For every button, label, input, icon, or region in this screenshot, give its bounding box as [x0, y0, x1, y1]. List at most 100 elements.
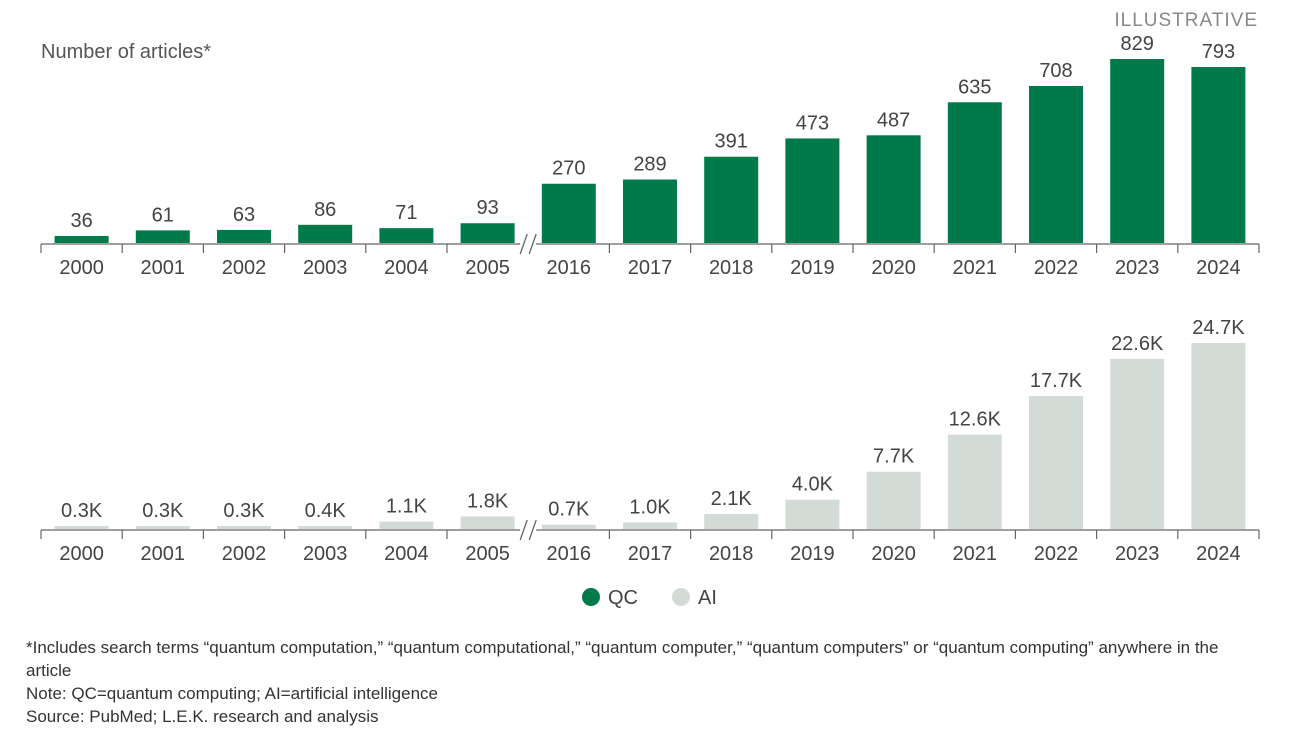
ai-x-tick-label-2003: 2003 [303, 543, 348, 565]
qc-bar-2016 [541, 183, 596, 243]
ai-x-tick-label-2024: 2024 [1196, 543, 1241, 565]
qc-x-tick-label-2000: 2000 [59, 257, 104, 279]
qc-value-label-2018: 391 [715, 131, 748, 153]
qc-bar-2002 [217, 229, 271, 243]
qc-value-label-2005: 93 [476, 197, 498, 219]
legend: QC AI [582, 587, 717, 609]
qc-bar-2021 [947, 102, 1002, 243]
footnote-source: Source: PubMed; L.E.K. research and anal… [26, 707, 379, 726]
ai-value-label-2024: 24.7K [1192, 317, 1245, 339]
ai-chart: 0.3K 2000 0.3K 2001 0.3K 2002 0.4K 2003 1.1K 2004… [40, 317, 1260, 565]
qc-value-label-2020: 487 [877, 109, 910, 131]
qc-bar-2000 [54, 235, 109, 243]
qc-x-tick-label-2001: 2001 [141, 257, 186, 279]
ai-x-tick-label-2005: 2005 [465, 543, 510, 565]
ai-value-label-2004: 1.1K [386, 496, 428, 518]
ai-bar-2004 [379, 521, 434, 529]
ai-bar-2016 [541, 524, 596, 529]
qc-x-tick-label-2003: 2003 [303, 257, 348, 279]
ai-bar-2005 [460, 516, 515, 529]
chart-area: ILLUSTRATIVE Number of articles* 36 2000 6… [40, 10, 1260, 609]
ai-x-tick-label-2000: 2000 [59, 543, 104, 565]
qc-bar-2022 [1029, 86, 1083, 243]
ai-axis-break [519, 518, 537, 542]
qc-value-label-2001: 61 [152, 204, 174, 226]
qc-value-label-2003: 86 [314, 199, 336, 221]
ai-value-label-2019: 4.0K [792, 474, 834, 496]
legend-label-qc: QC [608, 587, 638, 609]
ai-value-label-2022: 17.7K [1030, 370, 1083, 392]
ai-bar-2023 [1110, 358, 1165, 529]
ai-x-tick-label-2004: 2004 [384, 543, 429, 565]
ai-value-label-2021: 12.6K [949, 409, 1002, 431]
ai-bar-2001 [135, 526, 190, 529]
qc-bar-2023 [1110, 59, 1165, 243]
qc-axis-break [519, 232, 537, 256]
qc-x-tick-label-2004: 2004 [384, 257, 429, 279]
ai-value-label-2005: 1.8K [467, 490, 509, 512]
qc-x-tick-label-2022: 2022 [1034, 257, 1079, 279]
ai-bar-2002 [217, 526, 271, 529]
ai-x-tick-label-2017: 2017 [628, 543, 673, 565]
qc-x-tick-label-2017: 2017 [628, 257, 673, 279]
qc-value-label-2004: 71 [395, 202, 417, 224]
legend-swatch-ai [672, 588, 690, 606]
qc-value-label-2022: 708 [1039, 60, 1072, 82]
ai-x-tick-label-2016: 2016 [547, 543, 592, 565]
qc-x-tick-label-2023: 2023 [1115, 257, 1160, 279]
qc-bar-2018 [704, 156, 759, 243]
ai-x-tick-label-2018: 2018 [709, 543, 754, 565]
ai-x-tick-label-2021: 2021 [953, 543, 998, 565]
qc-bar-2020 [866, 135, 921, 243]
legend-swatch-qc [582, 588, 600, 606]
qc-bar-2019 [785, 138, 840, 243]
qc-bar-2017 [623, 179, 677, 243]
qc-value-label-2000: 36 [70, 210, 92, 232]
legend-item-ai: AI [672, 587, 717, 609]
ai-bar-2019 [785, 499, 840, 529]
qc-value-label-2017: 289 [633, 154, 666, 176]
qc-bar-2003 [298, 224, 353, 243]
ai-x-tick-label-2002: 2002 [222, 543, 267, 565]
qc-x-tick-label-2020: 2020 [871, 257, 916, 279]
legend-item-qc: QC [582, 587, 638, 609]
ai-bar-2018 [704, 514, 759, 529]
ai-x-tick-label-2001: 2001 [141, 543, 186, 565]
ai-bar-2000 [54, 526, 109, 529]
ai-value-label-2000: 0.3K [61, 500, 103, 522]
qc-x-tick-label-2021: 2021 [953, 257, 998, 279]
ai-value-label-2016: 0.7K [548, 499, 590, 521]
qc-value-label-2023: 829 [1121, 33, 1154, 55]
ai-bar-2020 [866, 471, 921, 529]
qc-value-label-2024: 793 [1202, 41, 1235, 63]
ai-x-tick-label-2023: 2023 [1115, 543, 1160, 565]
y-axis-label: Number of articles* [41, 41, 211, 63]
footnote-note: Note: QC=quantum computing; AI=artificia… [26, 684, 439, 703]
qc-value-label-2019: 473 [796, 112, 829, 134]
ai-bar-2022 [1029, 395, 1083, 529]
ai-bar-2003 [298, 526, 353, 529]
ai-value-label-2001: 0.3K [142, 500, 184, 522]
ai-x-tick-label-2020: 2020 [871, 543, 916, 565]
qc-x-tick-label-2018: 2018 [709, 257, 754, 279]
qc-x-tick-label-2024: 2024 [1196, 257, 1241, 279]
qc-bar-2004 [379, 228, 434, 243]
qc-x-tick-label-2005: 2005 [465, 257, 510, 279]
ai-bar-2021 [947, 434, 1002, 529]
qc-x-tick-label-2016: 2016 [547, 257, 592, 279]
qc-value-label-2016: 270 [552, 158, 585, 180]
footnotes: *Includes search terms “quantum computat… [26, 636, 1266, 728]
qc-value-label-2002: 63 [233, 204, 255, 226]
illustrative-tag: ILLUSTRATIVE [1114, 10, 1258, 31]
qc-x-tick-label-2002: 2002 [222, 257, 267, 279]
ai-value-label-2020: 7.7K [873, 446, 915, 468]
ai-value-label-2003: 0.4K [305, 500, 347, 522]
ai-bar-2017 [623, 522, 677, 529]
qc-value-label-2021: 635 [958, 76, 991, 98]
legend-label-ai: AI [698, 587, 717, 609]
ai-value-label-2018: 2.1K [711, 488, 753, 510]
ai-x-tick-label-2022: 2022 [1034, 543, 1079, 565]
qc-chart: 36 2000 61 2001 63 2002 86 2003 71 2004 93 2005 270 2… [40, 33, 1260, 279]
footnote-includes: *Includes search terms “quantum computat… [26, 638, 1219, 680]
ai-bar-2024 [1191, 343, 1246, 529]
